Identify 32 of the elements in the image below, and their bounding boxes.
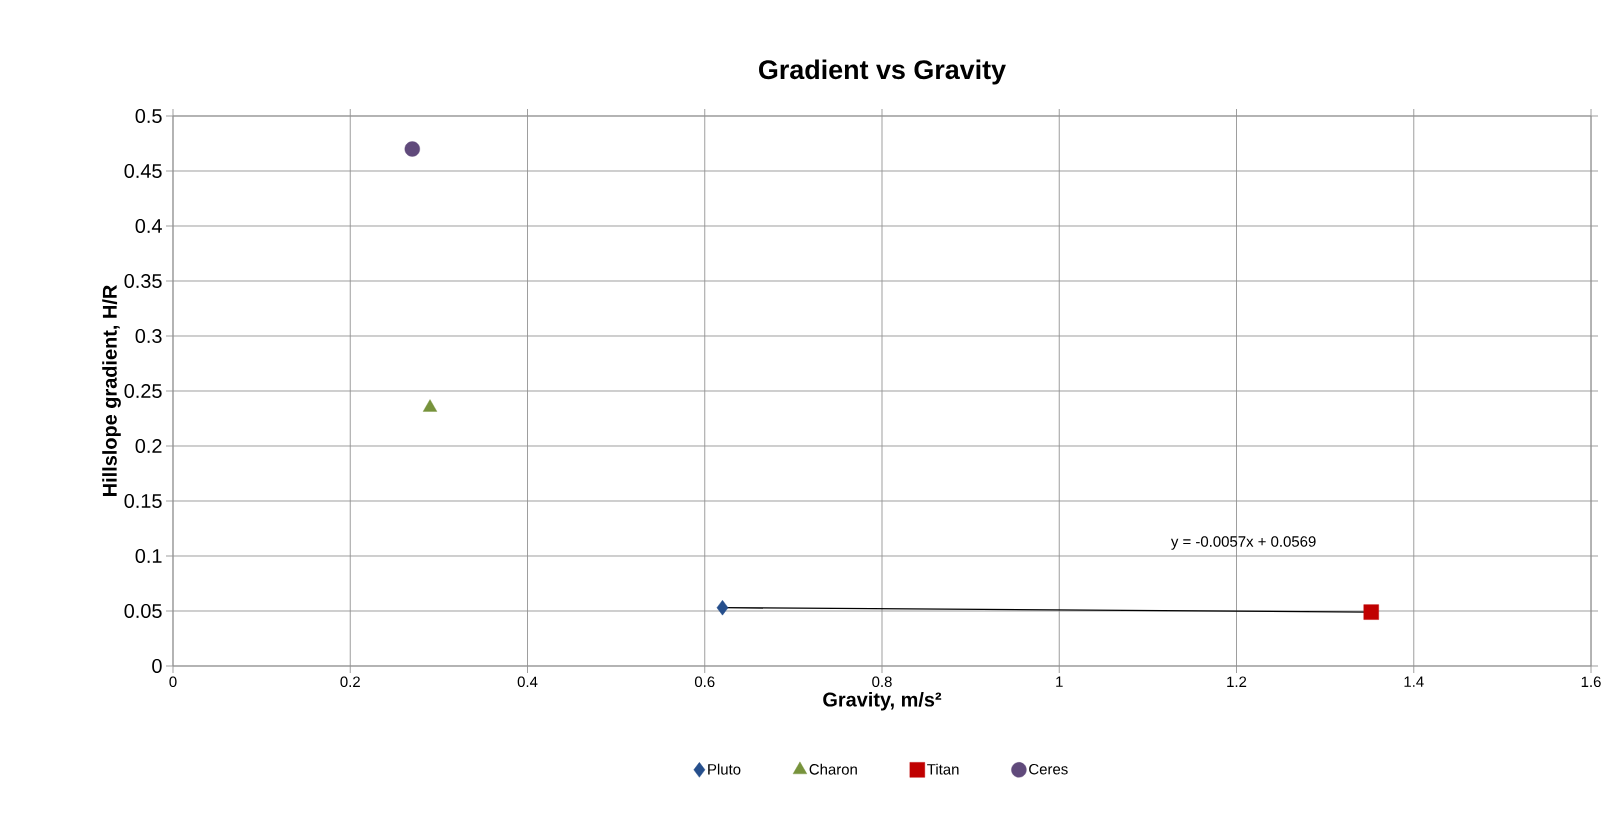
point xyxy=(1363,604,1379,620)
y-tick-label: 0 xyxy=(152,658,162,674)
y-tick-label: 0.25 xyxy=(124,383,162,399)
y-tick-label: 0.45 xyxy=(124,163,162,179)
point xyxy=(404,141,420,157)
y-axis-title: Hillslope gradient, H/R xyxy=(102,285,121,496)
chart-title: Gradient vs Gravity xyxy=(759,59,1006,85)
x-tick-label: 1.6 xyxy=(1581,676,1601,688)
y-tick-label: 0.5 xyxy=(135,108,162,124)
x-tick-label: 0.6 xyxy=(694,676,715,688)
legend-label: Ceres xyxy=(1029,763,1068,775)
legend-label: Titan xyxy=(927,763,959,775)
y-tick-label: 0.2 xyxy=(135,438,162,454)
x-tick-label: 0 xyxy=(169,676,177,688)
y-tick-label: 0.3 xyxy=(135,328,162,344)
point xyxy=(716,600,729,616)
x-tick-label: 0.2 xyxy=(340,676,360,688)
annotation: y = -0.0057x + 0.0569 xyxy=(1170,536,1316,550)
x-tick-label: 0.4 xyxy=(517,676,538,688)
y-tick-label: 0.05 xyxy=(124,603,162,619)
legend-label: Pluto xyxy=(708,763,741,775)
x-tick-label: 0.8 xyxy=(872,676,892,688)
y-tick-label: 0.35 xyxy=(124,273,162,289)
y-tick-label: 0.4 xyxy=(135,218,162,234)
x-tick-label: 1.4 xyxy=(1404,676,1424,687)
x-axis-title: Gravity, m/s² xyxy=(823,691,942,711)
legend-label: Charon xyxy=(809,763,857,775)
point xyxy=(422,399,438,412)
y-tick-label: 0.1 xyxy=(135,548,162,564)
x-tick-label: 1.2 xyxy=(1227,676,1247,687)
y-tick-label: 0.15 xyxy=(124,493,162,509)
x-tick-label: 1 xyxy=(1056,676,1063,687)
